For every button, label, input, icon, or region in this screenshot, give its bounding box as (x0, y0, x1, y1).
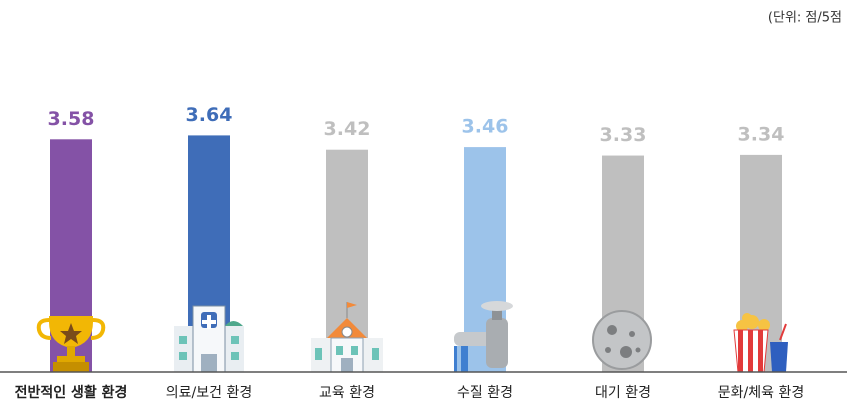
popcorn-icon (733, 313, 788, 373)
value-label: 3.33 (600, 124, 647, 146)
value-label: 3.58 (48, 108, 95, 130)
x-tick-label: 교육 환경 (319, 385, 375, 401)
value-label: 3.46 (462, 116, 509, 138)
x-tick-label: 전반적인 생활 환경 (15, 384, 128, 401)
value-label: 3.64 (186, 104, 233, 126)
x-tick-label: 수질 환경 (457, 385, 513, 401)
faucet-icon (454, 301, 513, 372)
hospital-icon (174, 305, 244, 373)
x-tick-label: 문화/체육 환경 (718, 385, 804, 401)
x-tick-label: 대기 환경 (595, 385, 651, 401)
school-icon (311, 302, 383, 373)
x-tick-label: 의료/보건 환경 (166, 385, 252, 401)
value-label: 3.42 (324, 118, 371, 140)
value-label: 3.34 (738, 123, 785, 145)
unit-label: (단위: 점/5점 (768, 11, 842, 26)
trophy-icon (36, 316, 106, 372)
dust-icon (592, 310, 652, 370)
icons (36, 301, 788, 373)
